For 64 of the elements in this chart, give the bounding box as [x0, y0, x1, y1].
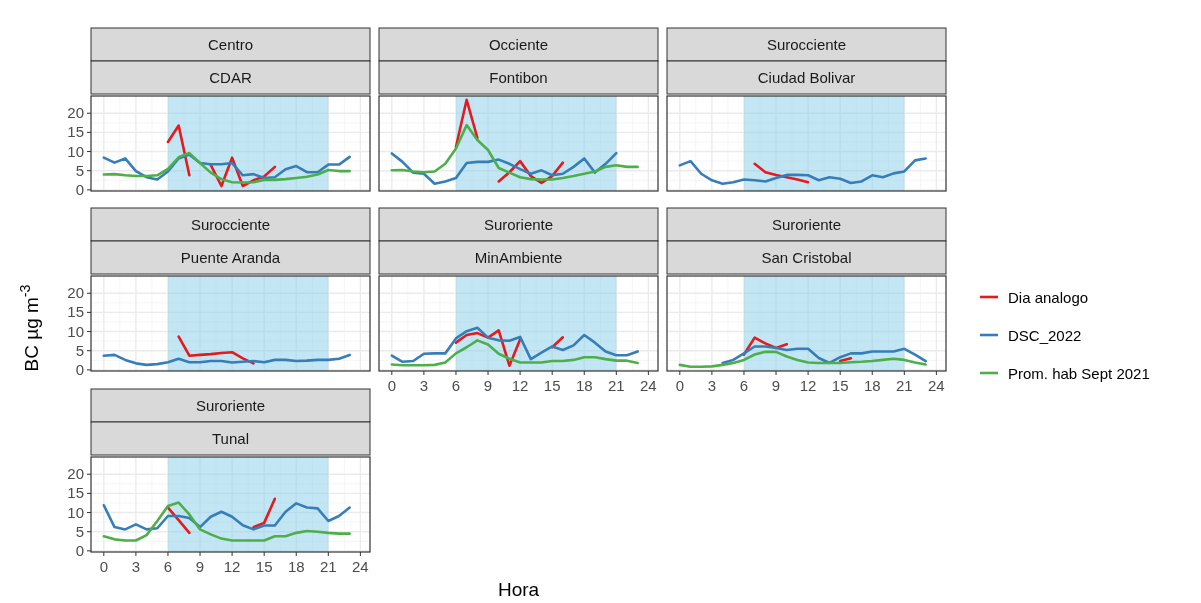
chart-subtitle: Fontibon	[489, 68, 548, 86]
chart-title: Surocciente	[190, 215, 271, 233]
chart-subtitle: Puente Aranda	[180, 248, 281, 266]
x-tick-label: 9	[771, 377, 781, 394]
x-tick-label: 21	[895, 377, 913, 394]
chart-subtitle: MinAmbiente	[474, 248, 563, 266]
legend-label: Prom. hab Sept 2021	[1008, 365, 1150, 382]
legend-label: DSC_2022	[1008, 327, 1082, 344]
x-tick-label: 3	[707, 377, 717, 394]
y-tick-label: 0	[75, 360, 84, 378]
y-tick-label: 20	[67, 104, 84, 122]
chart-title: Occiente	[488, 35, 549, 53]
x-tick-label: 0	[99, 558, 108, 575]
x-tick-label: 18	[287, 558, 305, 575]
line-series	[102, 353, 351, 367]
x-tick-label: 24	[640, 377, 657, 394]
y-tick-label: 5	[75, 522, 84, 540]
line-series	[102, 502, 351, 531]
line-series	[102, 501, 351, 542]
chart-subtitle: San Cristobal	[761, 248, 852, 266]
y-tick-label: 0	[75, 541, 84, 559]
line-series	[177, 335, 255, 365]
y-tick-label: 15	[67, 303, 84, 321]
y-tick-label: 10	[67, 142, 84, 160]
y-tick-label: 5	[75, 161, 84, 179]
x-tick-label: 6	[739, 377, 749, 394]
x-tick-label: 6	[163, 558, 173, 575]
x-tick-label: 3	[419, 377, 429, 394]
x-tick-label: 3	[131, 558, 141, 575]
x-tick-label: 21	[607, 377, 625, 394]
y-tick-label: 10	[67, 503, 84, 521]
y-tick-label: 5	[75, 341, 84, 359]
chart-title: Suroriente	[483, 215, 554, 233]
x-tick-label: 9	[483, 377, 493, 394]
x-tick-label: 15	[543, 377, 561, 394]
legend-label: Dia analogo	[1008, 289, 1089, 306]
x-tick-label: 0	[387, 377, 396, 394]
chart-title: Centro	[207, 35, 254, 53]
x-tick-label: 12	[799, 377, 817, 394]
y-tick-label: 15	[67, 484, 84, 502]
x-tick-label: 24	[352, 558, 369, 575]
x-tick-label: 12	[223, 558, 241, 575]
x-tick-label: 15	[255, 558, 273, 575]
x-tick-label: 18	[575, 377, 593, 394]
x-tick-label: 21	[319, 558, 337, 575]
chart-subtitle: Ciudad Bolivar	[757, 68, 856, 86]
x-tick-label: 9	[195, 558, 205, 575]
chart-title: Surocciente	[766, 35, 847, 53]
y-tick-label: 20	[67, 465, 84, 483]
x-tick-label: 24	[928, 377, 945, 394]
x-tick-label: 15	[831, 377, 849, 394]
x-tick-label: 18	[863, 377, 881, 394]
x-tick-label: 12	[511, 377, 529, 394]
y-tick-label: 0	[75, 180, 84, 198]
chart-title: Suroriente	[195, 396, 266, 414]
y-tick-label: 10	[67, 322, 84, 340]
y-tick-label: 20	[67, 284, 84, 302]
chart-title: Suroriente	[771, 215, 842, 233]
x-tick-label: 6	[451, 377, 461, 394]
y-tick-label: 15	[67, 123, 84, 141]
x-axis-title: Hora	[497, 579, 540, 600]
chart-subtitle: CDAR	[209, 68, 252, 86]
chart-subtitle: Tunal	[212, 429, 249, 447]
x-tick-label: 0	[675, 377, 684, 394]
